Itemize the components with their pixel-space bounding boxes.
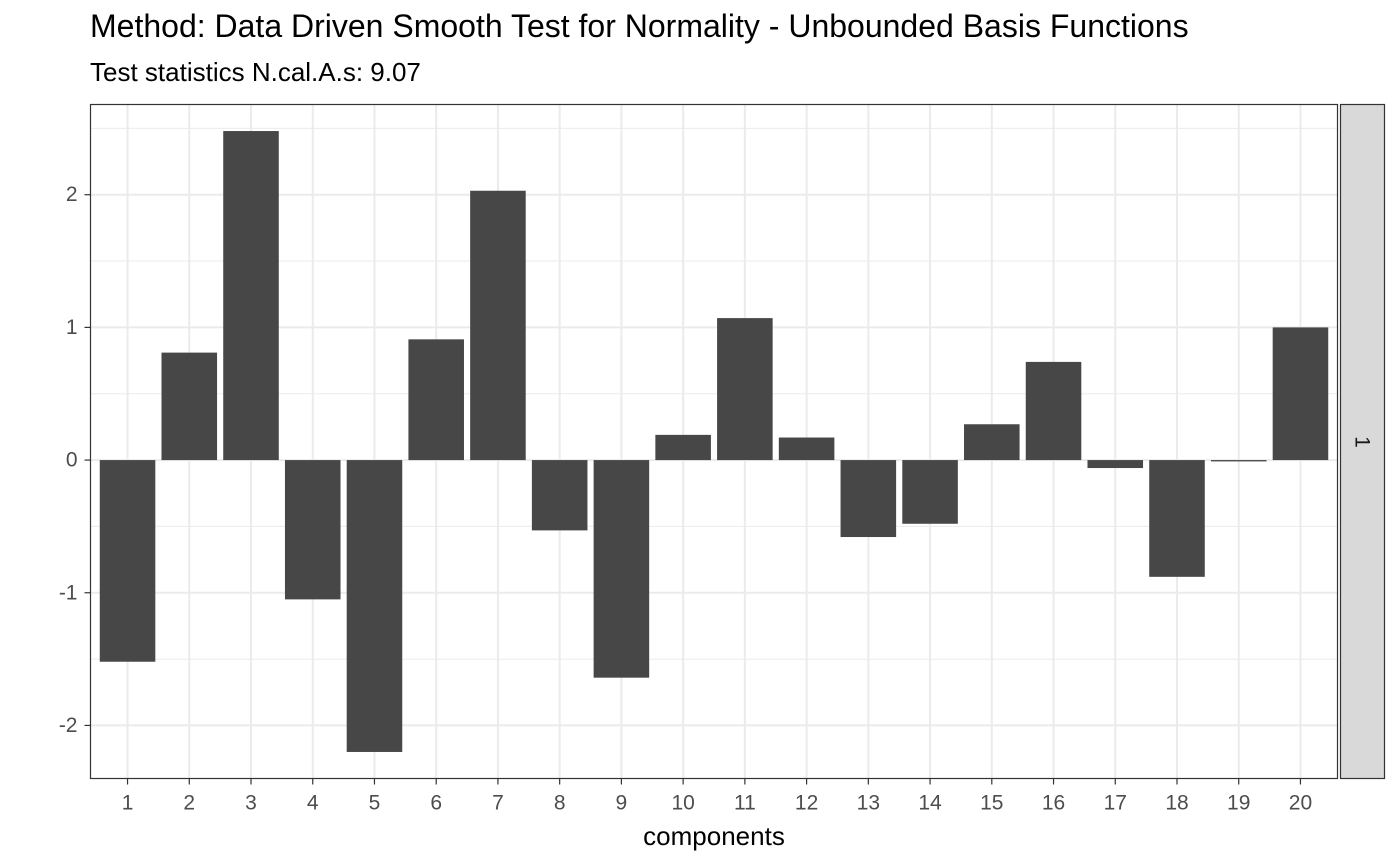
x-tick-label: 2 <box>183 792 195 815</box>
bar-10 <box>655 434 711 461</box>
x-tick-label: 19 <box>1227 792 1250 815</box>
bar-18 <box>1149 460 1205 577</box>
x-tick-label: 1 <box>122 792 134 815</box>
x-tick-label: 10 <box>671 792 694 815</box>
bar-3 <box>223 131 279 461</box>
x-tick-label: 18 <box>1165 792 1188 815</box>
x-tick-label: 15 <box>980 792 1003 815</box>
x-tick-label: 20 <box>1289 792 1312 815</box>
y-tick-label: 2 <box>66 183 78 206</box>
chart-subtitle: Test statistics N.cal.A.s: 9.07 <box>90 57 421 87</box>
bar-11 <box>717 318 773 461</box>
bar-5 <box>346 460 403 752</box>
x-axis-title: components <box>643 821 785 851</box>
panel-border <box>89 103 1339 780</box>
facet-strip: 1 <box>1339 103 1386 780</box>
y-tick-label: -2 <box>59 714 78 737</box>
x-tick-label: 17 <box>1104 792 1127 815</box>
bar-16 <box>1025 361 1082 461</box>
x-tick-label: 12 <box>795 792 818 815</box>
bar-15 <box>964 424 1020 461</box>
x-tick-label: 6 <box>430 792 442 815</box>
bar-4 <box>284 460 341 600</box>
bar-7 <box>470 190 526 461</box>
x-tick-label: 13 <box>857 792 880 815</box>
bar-19 <box>1210 460 1267 462</box>
bar-17 <box>1087 460 1144 469</box>
x-tick-label: 14 <box>918 792 942 815</box>
x-tick-label: 11 <box>734 792 756 815</box>
bar-13 <box>840 460 897 538</box>
y-axis: -2 -1 0 1 2 <box>59 183 91 737</box>
x-tick-label: 4 <box>307 792 319 815</box>
y-tick-label: 0 <box>66 449 78 472</box>
x-tick-label: 9 <box>616 792 628 815</box>
y-tick-label: 1 <box>66 316 78 339</box>
bar-2 <box>161 352 218 461</box>
facet-strip-background <box>1339 103 1386 780</box>
bar-9 <box>593 460 650 678</box>
bar-1 <box>99 460 156 662</box>
bar-8 <box>531 460 588 531</box>
x-tick-label: 16 <box>1042 792 1065 815</box>
bar-12 <box>778 437 835 461</box>
bar-6 <box>408 339 464 461</box>
x-tick-label: 5 <box>369 792 381 815</box>
facet-strip-label: 1 <box>1351 436 1374 448</box>
y-tick-label: -1 <box>59 581 78 604</box>
x-tick-label: 3 <box>245 792 257 815</box>
bar-layer <box>99 131 1329 752</box>
x-tick-label: 7 <box>492 792 504 815</box>
bar-14 <box>902 460 958 524</box>
x-tick-label: 8 <box>554 792 566 815</box>
x-axis: 1 2 3 4 5 6 7 8 9 10 11 12 13 14 15 16 17 18 19 20 <box>122 778 1312 815</box>
bar-20 <box>1272 327 1329 461</box>
chart-title: Method: Data Driven Smooth Test for Norm… <box>90 8 1189 44</box>
